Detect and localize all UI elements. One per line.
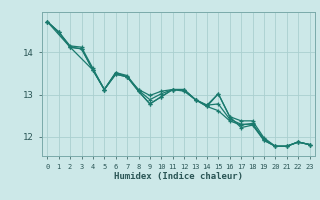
X-axis label: Humidex (Indice chaleur): Humidex (Indice chaleur) [114, 172, 243, 181]
